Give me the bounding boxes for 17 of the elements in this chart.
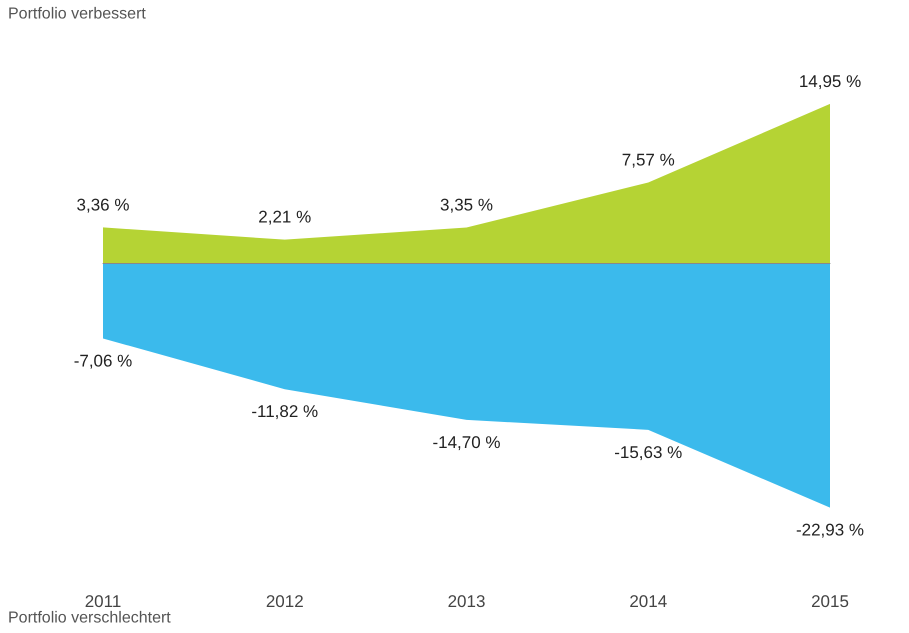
data-label: 3,36 % (76, 195, 130, 214)
x-tick-label: 2014 (629, 592, 668, 611)
x-tick-label: 2013 (448, 592, 486, 611)
text: Portfolio verschlechtert (8, 610, 172, 626)
data-label: -7,06 % (74, 351, 132, 370)
data-label: 7,57 % (622, 150, 675, 170)
data-label: 3,35 % (440, 195, 493, 214)
data-label: -22,93 % (796, 520, 864, 540)
data-label: -14,70 % (432, 432, 501, 452)
data-label: -11,82 % (251, 402, 318, 422)
x-tick-label: 2011 (84, 592, 122, 611)
x-tick-label: 2015 (811, 592, 849, 611)
data-label: 2,21 % (258, 208, 312, 227)
data-label: 14,95 % (798, 72, 862, 91)
chart-title: Portfolio verbessert (8, 6, 146, 22)
data-label: -15,63 % (614, 442, 682, 462)
x-tick-label: 2012 (266, 592, 304, 611)
